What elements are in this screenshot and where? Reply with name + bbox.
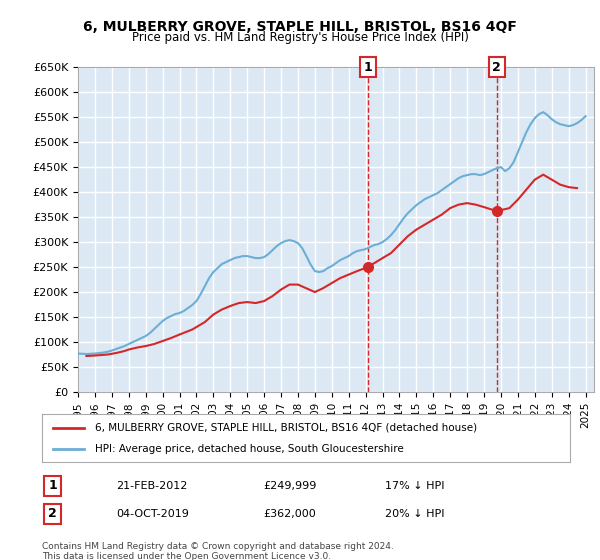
Text: Contains HM Land Registry data © Crown copyright and database right 2024.
This d: Contains HM Land Registry data © Crown c… — [42, 542, 394, 560]
Text: £362,000: £362,000 — [264, 509, 317, 519]
Text: 17% ↓ HPI: 17% ↓ HPI — [385, 481, 445, 491]
Text: 1: 1 — [364, 60, 372, 74]
Text: 1: 1 — [48, 479, 57, 492]
Text: Price paid vs. HM Land Registry's House Price Index (HPI): Price paid vs. HM Land Registry's House … — [131, 31, 469, 44]
Text: 21-FEB-2012: 21-FEB-2012 — [116, 481, 187, 491]
Text: 6, MULBERRY GROVE, STAPLE HILL, BRISTOL, BS16 4QF: 6, MULBERRY GROVE, STAPLE HILL, BRISTOL,… — [83, 20, 517, 34]
Text: 2: 2 — [493, 60, 501, 74]
Text: 2: 2 — [48, 507, 57, 520]
Text: 20% ↓ HPI: 20% ↓ HPI — [385, 509, 445, 519]
Text: 6, MULBERRY GROVE, STAPLE HILL, BRISTOL, BS16 4QF (detached house): 6, MULBERRY GROVE, STAPLE HILL, BRISTOL,… — [95, 423, 477, 433]
Text: 04-OCT-2019: 04-OCT-2019 — [116, 509, 189, 519]
Text: HPI: Average price, detached house, South Gloucestershire: HPI: Average price, detached house, Sout… — [95, 444, 404, 454]
Text: £249,999: £249,999 — [264, 481, 317, 491]
